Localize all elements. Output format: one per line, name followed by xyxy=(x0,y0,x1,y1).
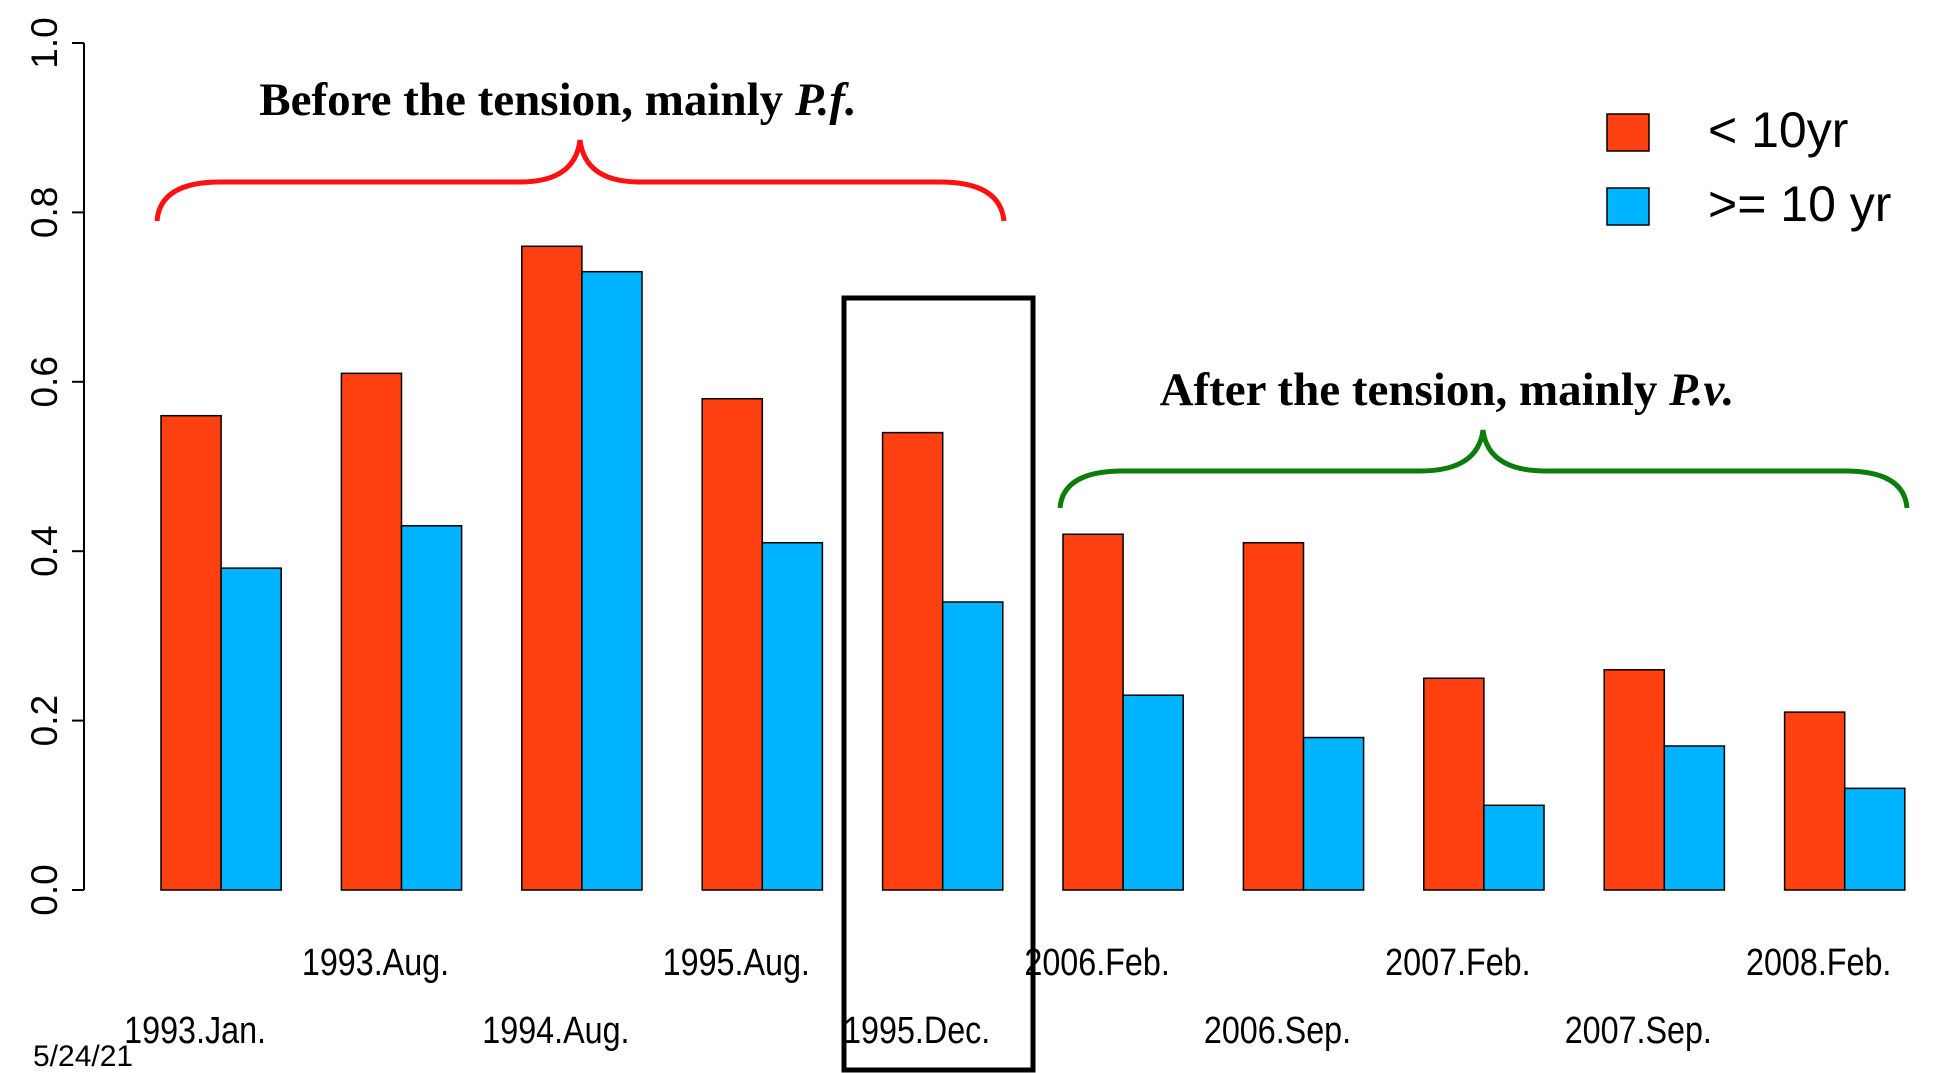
bar xyxy=(160,414,222,891)
x-tick-label: 1993.Jan. xyxy=(124,1010,266,1052)
annotation-emphasis: P.f. xyxy=(794,74,857,126)
y-tick-label: 0.2 xyxy=(24,695,65,746)
legend-label: < 10yr xyxy=(1708,102,1848,158)
bar xyxy=(1122,694,1184,891)
highlight-box xyxy=(841,295,1036,1073)
footer: 5/24/21 xyxy=(33,1040,133,1073)
x-tick-label: 2006.Feb. xyxy=(1024,942,1169,984)
x-tick-label: 2008.Feb. xyxy=(1746,942,1891,984)
y-tick-label: 0.4 xyxy=(24,525,65,576)
bar xyxy=(340,372,403,891)
x-tick-label: 2007.Feb. xyxy=(1385,942,1530,984)
x-tick-label: 1993.Aug. xyxy=(302,942,449,984)
bar xyxy=(1603,669,1666,891)
x-tick-label: 2007.Sep. xyxy=(1565,1010,1712,1052)
bar xyxy=(1843,787,1906,891)
bar xyxy=(1483,804,1545,891)
y-tick-label: 0.6 xyxy=(24,356,65,407)
annotation-emphasis: P.v. xyxy=(1668,364,1734,416)
bar xyxy=(941,601,1004,891)
bar xyxy=(521,245,583,891)
bar xyxy=(701,397,764,891)
bar xyxy=(881,431,944,891)
x-tick-label: 2006.Sep. xyxy=(1204,1010,1351,1052)
bar xyxy=(220,567,282,891)
bar xyxy=(400,525,463,891)
bar xyxy=(1663,745,1726,891)
annotation-text: Before the tension, mainly xyxy=(259,74,795,126)
bar xyxy=(1302,736,1365,891)
legend-swatch xyxy=(1606,187,1650,226)
annotation: After the tension, mainly P.v. xyxy=(1160,364,1735,416)
annotation-text: After the tension, mainly xyxy=(1160,364,1670,416)
y-tick-label: 1.0 xyxy=(24,17,65,68)
bar xyxy=(1423,677,1485,891)
legend-label: >= 10 yr xyxy=(1708,176,1891,232)
bar xyxy=(1062,533,1124,891)
x-tick-label: 1995.Dec. xyxy=(843,1010,990,1052)
y-tick-label: 0.0 xyxy=(24,864,65,915)
x-tick-label: 1995.Aug. xyxy=(663,942,810,984)
bar xyxy=(581,270,643,891)
annotation: Before the tension, mainly P.f. xyxy=(259,74,857,126)
bar xyxy=(761,541,824,891)
x-tick-label: 1994.Aug. xyxy=(482,1010,629,1052)
legend-swatch xyxy=(1606,113,1650,152)
red-brace xyxy=(154,139,1007,222)
bar xyxy=(1783,711,1846,891)
green-brace xyxy=(1057,429,1910,509)
y-tick-label: 0.8 xyxy=(24,187,65,238)
bar xyxy=(1242,541,1305,891)
